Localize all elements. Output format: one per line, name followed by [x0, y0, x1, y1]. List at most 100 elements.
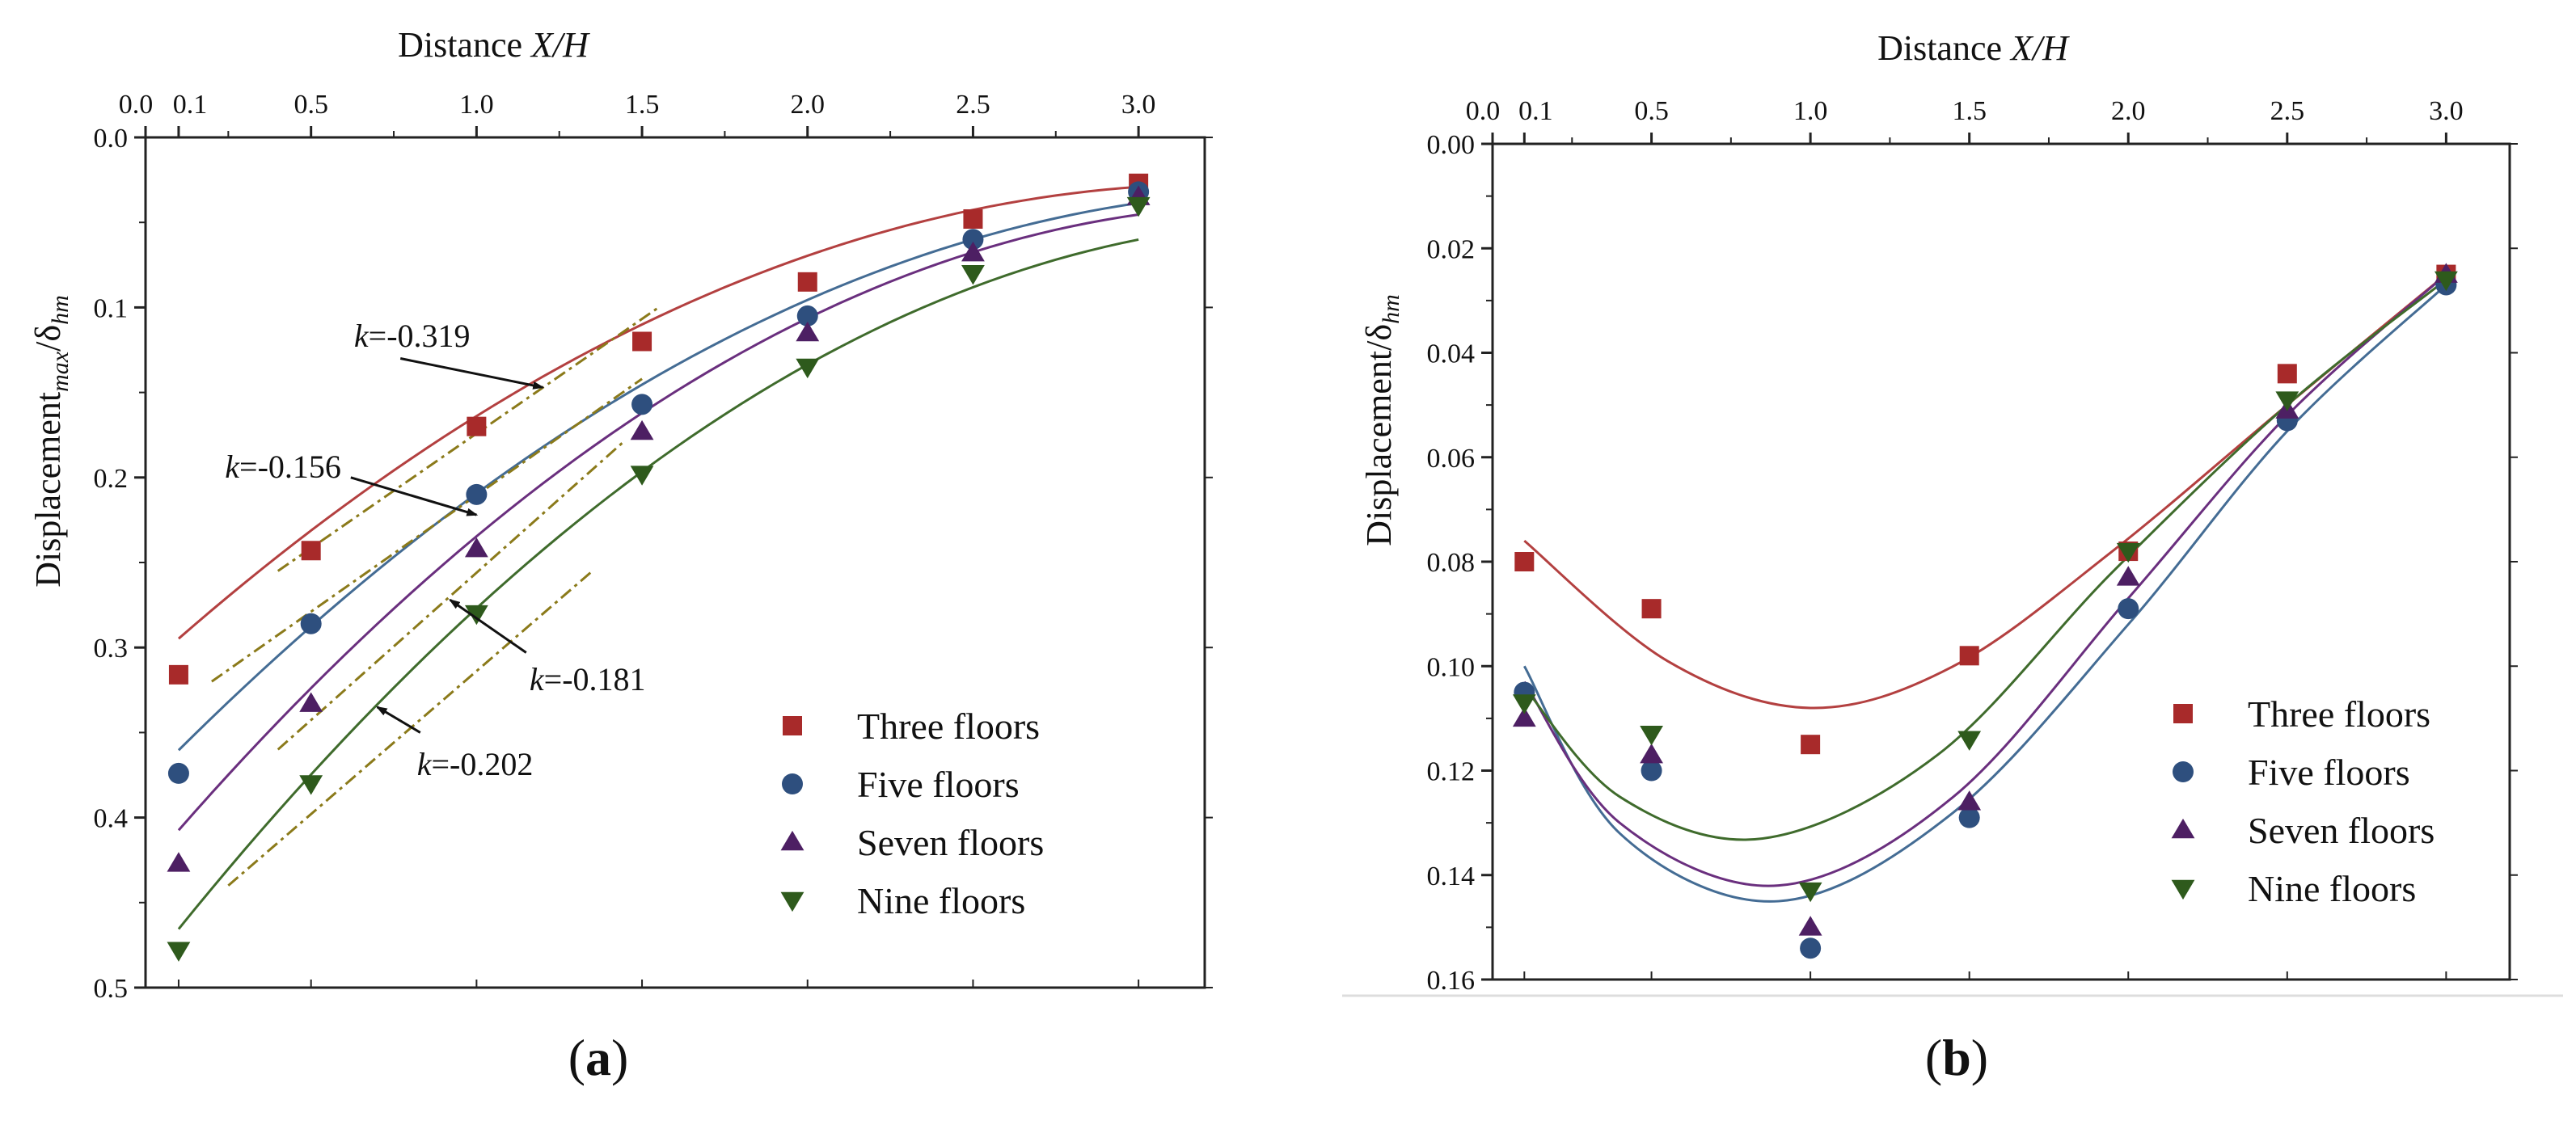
panel-b-y-tick-label: 0.10 [1427, 652, 1476, 682]
panel-a-point-nine [1126, 196, 1151, 217]
panel-a-x-tick-label: 3.0 [1121, 90, 1156, 120]
panel-a-legend-marker-three [783, 716, 802, 735]
panel-b-point-five [1800, 938, 1822, 959]
panel-a-y-tick-label: 0.1 [94, 293, 129, 323]
panel-b-point-nine [1798, 882, 1822, 903]
panel-a-annotation-arrow [350, 476, 479, 516]
panel-a-x-tick-label: 0.1 [173, 90, 208, 120]
panel-a-legend-marker-nine [780, 891, 804, 912]
panel-a-point-seven [299, 692, 323, 712]
panel-a-fit-line-seven [177, 213, 1139, 832]
panel-b-x-tick-label: 2.5 [2270, 96, 2305, 126]
panel-a-point-five [466, 483, 488, 505]
panel-a-point-seven [464, 537, 488, 558]
panel-b-point-seven [2116, 566, 2140, 586]
panel-b-point-seven [1798, 916, 1822, 936]
panel-a-y-title: Displacementmax/δhm [28, 295, 74, 588]
panel-a-point-nine [167, 942, 191, 962]
panel-a-annotation-label: k=-0.319 [354, 318, 471, 354]
panel-b-y-tick-label: 0.08 [1427, 548, 1476, 578]
panel-b-point-nine [1957, 731, 1982, 751]
panel-b-legend-marker-three [2173, 704, 2193, 723]
panel-a-point-five [167, 762, 189, 784]
panel-a-annotation-label: k=-0.156 [225, 449, 341, 485]
panel-a-point-five [962, 229, 984, 251]
panel-b-plot-area: 0.0 0.1 0.5 1.0 1.5 2.0 2.5 3.0 0.00 0.02 0.04 0.06… [1427, 96, 2518, 996]
panel-a-legend-marker-five [782, 773, 803, 794]
panel-b-point-nine [1640, 726, 1663, 746]
panel-b-point-seven [1512, 706, 1536, 727]
panel-b-legend-marker-nine [2171, 879, 2195, 900]
panel-b-x-tick-label: 0.5 [1634, 96, 1669, 126]
panel-a-tangent-nine [227, 570, 593, 887]
panel-a-tangent-seven [277, 439, 627, 751]
panel-b-y-tick-label: 0.02 [1427, 234, 1476, 264]
panel-a-x-tick-label: 0.5 [293, 90, 328, 120]
panel-b-point-three [1514, 552, 1535, 571]
panel-b-y-tick-label: 0.12 [1427, 757, 1476, 787]
panel-a-point-nine [961, 265, 985, 285]
panel-a-annotation-arrow [448, 599, 527, 654]
panel-b: Distance X/H Displacement/δhm (b) 0.0 0.1… [1342, 28, 2563, 1086]
panel-b-legend-label-nine: Nine floors [2248, 868, 2416, 909]
panel-a: Distance X/H Displacementmax/δhm (a) 0.0… [28, 25, 1213, 1086]
panel-a-annotation-label: k=-0.181 [530, 661, 646, 697]
panel-a-y-tick-label: 0.4 [94, 804, 129, 834]
panel-a-point-three [632, 331, 652, 352]
panel-b-caption: (b) [1925, 1029, 1988, 1086]
panel-b-point-nine [2434, 271, 2458, 292]
panel-b-x-tick-label: 1.0 [1793, 96, 1828, 126]
panel-a-annotation-label: k=-0.202 [417, 746, 534, 782]
panel-a-y-tick-label: 0.0 [94, 124, 129, 154]
panel-a-annotation-arrow [399, 357, 545, 390]
panel-a-point-seven [630, 419, 654, 440]
panel-a-x-tick-label: 2.5 [956, 90, 990, 120]
panel-b-legend-marker-five [2173, 761, 2194, 782]
panel-a-point-three [963, 209, 983, 229]
panel-a-legend-marker-seven [780, 830, 804, 851]
panel-b-point-seven [1957, 790, 1982, 811]
panel-a-y-tick-label: 0.3 [94, 634, 129, 664]
panel-b-point-seven [1640, 743, 1663, 764]
panel-b-point-three [1959, 646, 1979, 666]
panel-a-point-five [796, 305, 818, 327]
panel-a-plot-area: 0.0 0.1 0.5 1.0 1.5 2.0 2.5 3.0 0.0 0.1 0.2 0.3 0.4 0… [94, 90, 1213, 1004]
panel-b-fit-line-five [1523, 284, 2447, 903]
panel-a-tangent-five [211, 377, 643, 683]
panel-b-x-tick-label: 2.0 [2111, 96, 2146, 126]
panel-a-point-seven [961, 241, 985, 262]
panel-b-point-three [2277, 364, 2297, 384]
panel-b-fit-line-three [1523, 273, 2447, 710]
panel-a-axes-frame [144, 136, 1206, 989]
panel-b-point-five [1641, 760, 1662, 782]
panel-b-legend-label-three: Three floors [2248, 693, 2430, 735]
panel-b-y-title: Displacement/δhm [1359, 294, 1404, 546]
panel-a-fit-line-nine [177, 238, 1139, 930]
panel-b-point-nine [2116, 542, 2140, 563]
panel-a-legend-label-nine: Nine floors [857, 880, 1025, 921]
panel-a-annotation-arrow [375, 706, 421, 734]
panel-b-point-nine [1512, 694, 1536, 714]
panel-a-point-three [797, 272, 817, 292]
panel-a-top-title: Distance X/H [398, 25, 590, 65]
panel-b-legend-label-seven: Seven floors [2248, 810, 2435, 851]
panel-a-point-three [301, 541, 321, 561]
panel-a-point-nine [299, 775, 323, 795]
panel-a-legend-label-five: Five floors [857, 764, 1020, 805]
panel-b-y-tick-label: 0.16 [1427, 966, 1476, 996]
panel-a-legend-label-three: Three floors [857, 706, 1040, 747]
panel-a-point-seven [796, 321, 820, 342]
panel-a-point-nine [796, 358, 820, 379]
panel-a-y-tick-label: 0.2 [94, 464, 129, 494]
panel-b-point-three [1801, 735, 1821, 755]
panel-a-legend-label-seven: Seven floors [857, 822, 1044, 863]
panel-a-point-five [631, 394, 653, 415]
panel-b-point-five [1958, 807, 1980, 828]
panel-a-x-tick-label: 1.5 [625, 90, 660, 120]
panel-b-fit-line-seven [1523, 273, 2447, 887]
panel-b-y-tick-label: 0.14 [1427, 862, 1476, 891]
panel-b-x-tick-label: 0.1 [1518, 96, 1553, 126]
panel-a-point-seven [167, 852, 191, 872]
panel-a-x-tick-label: 0.0 [119, 90, 154, 120]
panel-a-point-three [467, 416, 487, 436]
